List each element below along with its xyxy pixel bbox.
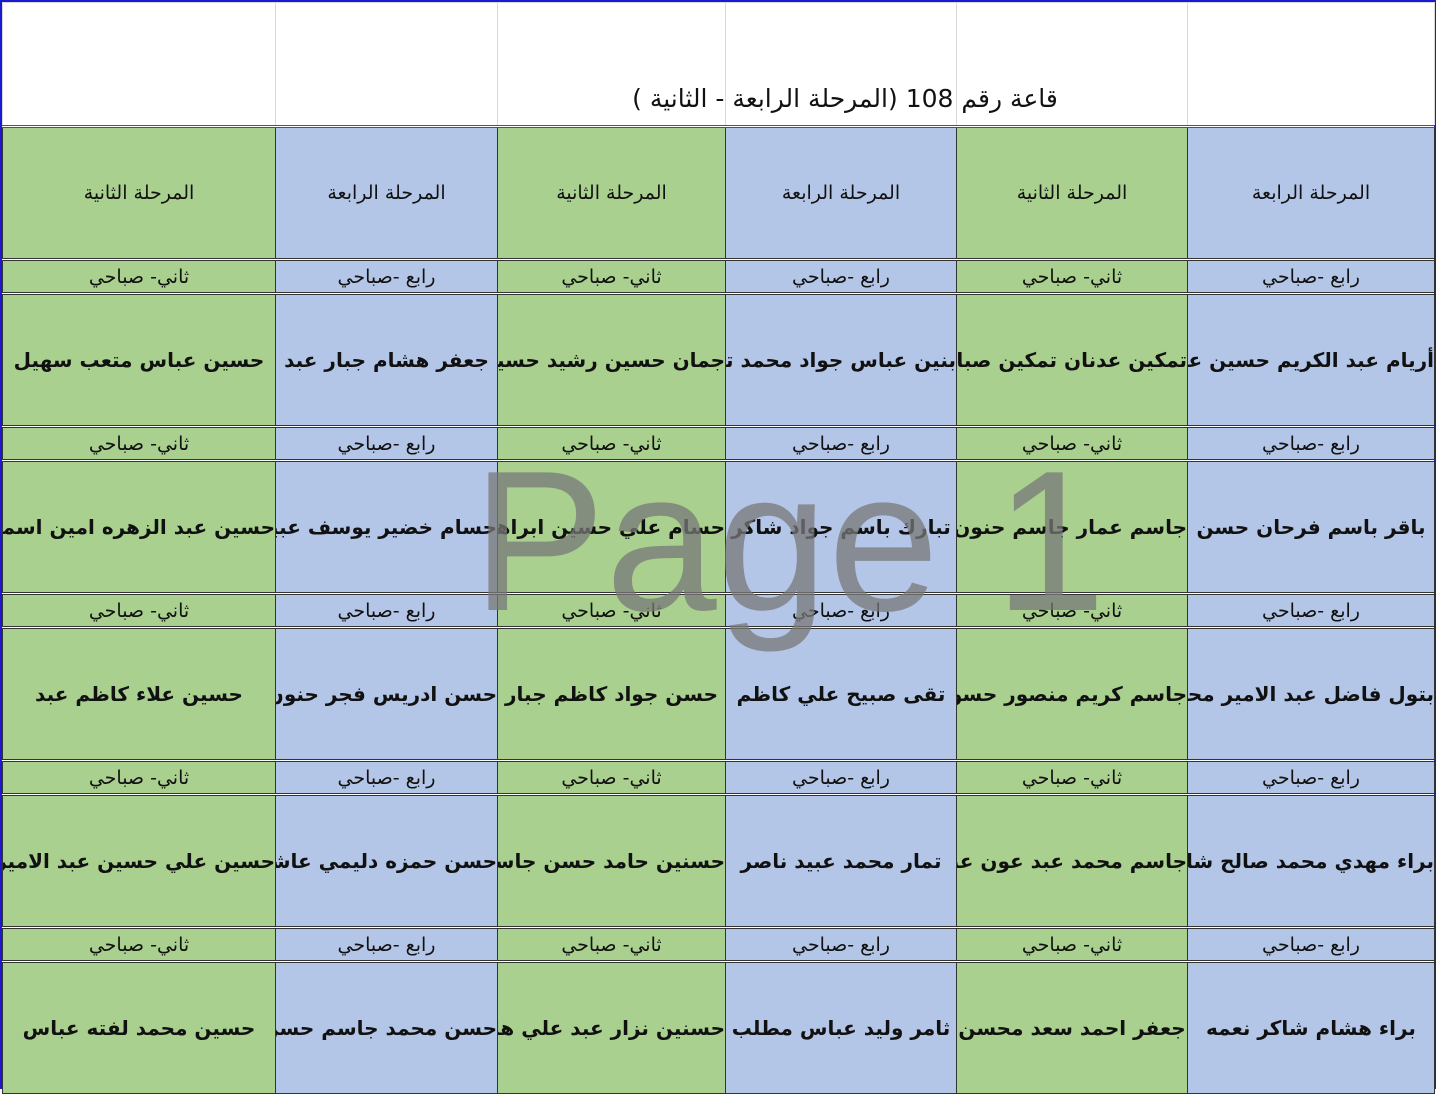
student-name-cell[interactable]: باقر باسم فرحان حسن [1187, 460, 1435, 594]
shift-cell[interactable]: رابع -صباحي [1187, 258, 1435, 295]
stage-cell[interactable]: المرحلة الثانية [2, 126, 276, 260]
title-cell[interactable] [497, 2, 726, 128]
stage-cell[interactable]: المرحلة الثانية [497, 126, 726, 260]
shift-cell[interactable]: ثاني- صباحي [956, 425, 1188, 462]
student-name-cell[interactable]: بنين عباس جواد محمد تقي [725, 293, 957, 427]
shift-row: رابع -صباحي ثاني- صباحي رابع -صباحي ثاني- ص… [2, 759, 1435, 796]
shift-cell[interactable]: رابع -صباحي [1187, 425, 1435, 462]
stage-cell[interactable]: المرحلة الثانية [956, 126, 1188, 260]
shift-cell[interactable]: رابع -صباحي [1187, 926, 1435, 963]
shift-row: رابع -صباحي ثاني- صباحي رابع -صباحي ثاني- ص… [2, 425, 1435, 462]
shift-cell[interactable]: رابع -صباحي [725, 425, 957, 462]
student-name-cell[interactable]: جاسم محمد عبد عون عبد [956, 794, 1188, 928]
student-name-cell[interactable]: جاسم كريم منصور حسون [956, 627, 1188, 761]
student-name-cell[interactable]: جعفر احمد سعد محسن [956, 961, 1188, 1094]
student-name-cell[interactable]: حسين عبد الزهره امين اسماعيل [2, 460, 276, 594]
shift-cell[interactable]: ثاني- صباحي [956, 592, 1188, 629]
shift-row: رابع -صباحي ثاني- صباحي رابع -صباحي ثاني- ص… [2, 258, 1435, 295]
student-name-cell[interactable]: حسين محمد لفته عباس [2, 961, 276, 1094]
shift-cell[interactable]: ثاني- صباحي [497, 926, 726, 963]
shift-cell[interactable]: ثاني- صباحي [497, 425, 726, 462]
student-name-cell[interactable]: جاسم عمار جاسم حنون [956, 460, 1188, 594]
shift-cell[interactable]: ثاني- صباحي [956, 258, 1188, 295]
title-cell[interactable] [956, 2, 1188, 128]
shift-cell[interactable]: رابع -صباحي [725, 258, 957, 295]
shift-cell[interactable]: رابع -صباحي [275, 759, 498, 796]
shift-cell[interactable]: ثاني- صباحي [497, 258, 726, 295]
student-row: براء مهدي محمد صالح شاكر جاسم محمد عبد عو… [2, 794, 1435, 928]
shift-cell[interactable]: ثاني- صباحي [2, 926, 276, 963]
student-name-cell[interactable]: بتول فاضل عبد الامير محمد [1187, 627, 1435, 761]
student-name-cell[interactable]: حسن حمزه دليمي عاشور [275, 794, 498, 928]
title-cell[interactable] [725, 2, 957, 128]
student-name-cell[interactable]: حسام علي حسين ابراهيم [497, 460, 726, 594]
title-cell[interactable] [275, 2, 498, 128]
shift-cell[interactable]: ثاني- صباحي [497, 592, 726, 629]
shift-row: رابع -صباحي ثاني- صباحي رابع -صباحي ثاني- ص… [2, 926, 1435, 963]
stage-cell[interactable]: المرحلة الرابعة [275, 126, 498, 260]
student-name-cell[interactable]: تبارك باسم جواد شاكر [725, 460, 957, 594]
student-name-cell[interactable]: جمان حسين رشيد حسين [497, 293, 726, 427]
student-row: باقر باسم فرحان حسن جاسم عمار جاسم حنون تب… [2, 460, 1435, 594]
shift-cell[interactable]: رابع -صباحي [1187, 759, 1435, 796]
title-cell[interactable] [1187, 2, 1435, 128]
shift-cell[interactable]: رابع -صباحي [1187, 592, 1435, 629]
title-cell[interactable] [2, 2, 276, 128]
student-row: بتول فاضل عبد الامير محمد جاسم كريم منصور… [2, 627, 1435, 761]
shift-cell[interactable]: ثاني- صباحي [497, 759, 726, 796]
title-row [2, 2, 1435, 128]
page-title: قاعة رقم 108 (المرحلة الرابعة - الثانية … [632, 84, 1058, 113]
student-name-cell[interactable]: أريام عبد الكريم حسين علي [1187, 293, 1435, 427]
shift-cell[interactable]: رابع -صباحي [275, 926, 498, 963]
student-name-cell[interactable]: حسن ادريس فجر حنون [275, 627, 498, 761]
shift-cell[interactable]: رابع -صباحي [275, 258, 498, 295]
student-name-cell[interactable]: حسام خضير يوسف عبيد [275, 460, 498, 594]
stage-cell[interactable]: المرحلة الرابعة [1187, 126, 1435, 260]
shift-cell[interactable]: ثاني- صباحي [2, 258, 276, 295]
student-row: براء هشام شاكر نعمه جعفر احمد سعد محسن ثام… [2, 961, 1435, 1094]
student-name-cell[interactable]: حسن جواد كاظم جبار [497, 627, 726, 761]
student-name-cell[interactable]: براء هشام شاكر نعمه [1187, 961, 1435, 1094]
shift-cell[interactable]: رابع -صباحي [725, 926, 957, 963]
stage-cell[interactable]: المرحلة الرابعة [725, 126, 957, 260]
student-name-cell[interactable]: حسنين نزار عبد علي هادي [497, 961, 726, 1094]
shift-row: رابع -صباحي ثاني- صباحي رابع -صباحي ثاني- ص… [2, 592, 1435, 629]
shift-cell[interactable]: ثاني- صباحي [956, 926, 1188, 963]
student-name-cell[interactable]: حسين عباس متعب سهيل [2, 293, 276, 427]
student-name-cell[interactable]: جعفر هشام جبار عبد [275, 293, 498, 427]
student-name-cell[interactable]: حسنين حامد حسن جاسم [497, 794, 726, 928]
stage-row: المرحلة الرابعة المرحلة الثانية المرحلة ال… [2, 126, 1435, 260]
shift-cell[interactable]: رابع -صباحي [725, 759, 957, 796]
shift-cell[interactable]: رابع -صباحي [275, 425, 498, 462]
student-name-cell[interactable]: حسن محمد جاسم حسن [275, 961, 498, 1094]
student-name-cell[interactable]: تمكين عدنان تمكين صبار [956, 293, 1188, 427]
shift-cell[interactable]: ثاني- صباحي [2, 425, 276, 462]
shift-cell[interactable]: ثاني- صباحي [2, 759, 276, 796]
student-name-cell[interactable]: حسين علاء كاظم عبد [2, 627, 276, 761]
student-name-cell[interactable]: تمار محمد عبيد ناصر [725, 794, 957, 928]
student-name-cell[interactable]: ثامر وليد عباس مطلب [725, 961, 957, 1094]
shift-cell[interactable]: رابع -صباحي [725, 592, 957, 629]
student-name-cell[interactable]: براء مهدي محمد صالح شاكر [1187, 794, 1435, 928]
student-name-cell[interactable]: تقى صبيح علي كاظم [725, 627, 957, 761]
student-name-cell[interactable]: حسين علي حسين عبد الامير [2, 794, 276, 928]
shift-cell[interactable]: ثاني- صباحي [2, 592, 276, 629]
student-row: أريام عبد الكريم حسين عليتمكين عدنان تمك… [2, 293, 1435, 427]
shift-cell[interactable]: ثاني- صباحي [956, 759, 1188, 796]
shift-cell[interactable]: رابع -صباحي [275, 592, 498, 629]
